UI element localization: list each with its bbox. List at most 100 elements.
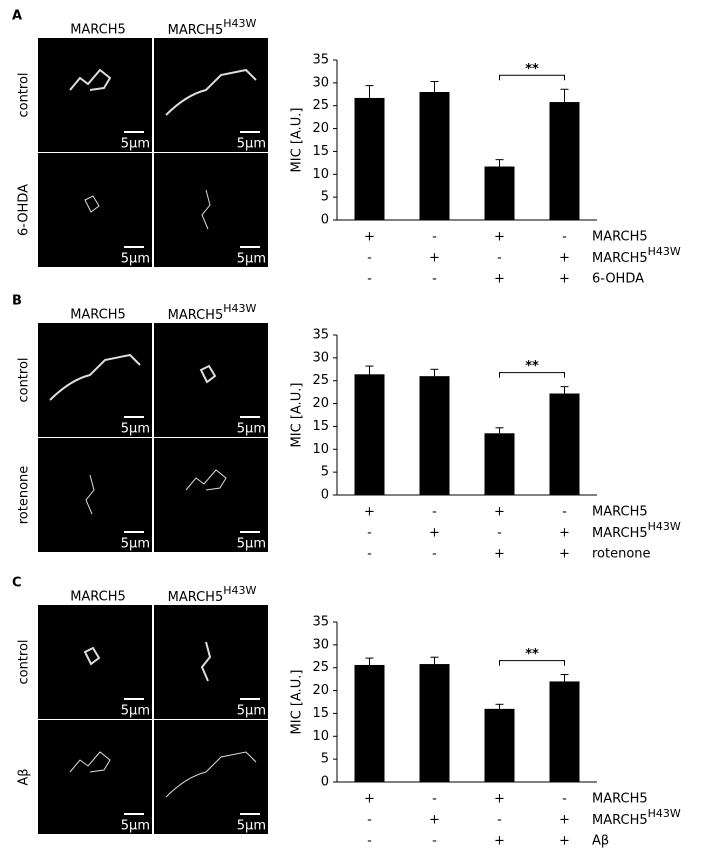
condition-sign: +: [494, 505, 505, 520]
micrograph: [154, 438, 268, 552]
condition-label: MARCH5: [592, 505, 648, 520]
y-tick-label: 0: [321, 213, 329, 228]
mitochondria: [201, 189, 211, 230]
mitochondria: [84, 195, 100, 213]
column-label-base: MARCH5: [168, 23, 224, 38]
condition-sign: -: [432, 230, 437, 245]
condition-sign: +: [559, 272, 570, 287]
condition-label-base: MARCH5: [592, 251, 648, 266]
condition-sign: -: [432, 547, 437, 562]
condition-sign: -: [497, 526, 502, 541]
scale-bar-label: 5μm: [237, 537, 266, 552]
scale-bar-label: 5μm: [237, 252, 266, 267]
bar: [419, 664, 450, 782]
micrograph: [38, 38, 152, 152]
y-tick-label: 5: [321, 190, 329, 205]
bar: [484, 166, 515, 220]
condition-sign: -: [367, 526, 372, 541]
condition-sign: -: [562, 792, 567, 807]
mitochondria: [200, 641, 212, 682]
condition-label: MARCH5H43W: [592, 245, 681, 266]
y-tick-label: 5: [321, 465, 329, 480]
scale-bar-label: 5μm: [121, 537, 150, 552]
condition-label: Aβ: [592, 834, 609, 849]
scale-bar-label: 5μm: [121, 819, 150, 834]
significance-bracket: [499, 372, 565, 378]
y-tick-label: 30: [312, 350, 329, 365]
condition-label: 6-OHDA: [592, 272, 644, 287]
y-tick-label: 20: [312, 396, 329, 411]
condition-sign: +: [429, 251, 440, 266]
micrograph: [154, 38, 268, 152]
condition-sign: +: [559, 251, 570, 266]
condition-sign: -: [562, 230, 567, 245]
micrograph: [38, 438, 152, 552]
bar: [354, 664, 385, 782]
y-tick-label: 30: [312, 75, 329, 90]
condition-sign: +: [559, 547, 570, 562]
scale-bar-label: 5μm: [121, 422, 150, 437]
scale-bar-label: 5μm: [237, 137, 266, 152]
condition-sign: -: [497, 813, 502, 828]
column-label-sup: H43W: [223, 302, 256, 315]
condition-label-sup: H43W: [648, 520, 681, 533]
condition-sign: +: [559, 526, 570, 541]
row-label: control: [17, 639, 32, 684]
panel-letter: C: [12, 576, 22, 591]
condition-sign: -: [432, 272, 437, 287]
condition-sign: +: [494, 230, 505, 245]
condition-sign: -: [497, 251, 502, 266]
condition-sign: -: [367, 813, 372, 828]
condition-sign: +: [364, 230, 375, 245]
column-label: MARCH5H43W: [168, 302, 257, 323]
y-tick-label: 0: [321, 488, 329, 503]
bar: [549, 102, 580, 220]
significance-bracket: [499, 74, 565, 81]
y-tick-label: 0: [321, 775, 329, 790]
condition-sign: +: [559, 834, 570, 849]
bar: [354, 374, 385, 495]
column-label-sup: H43W: [223, 17, 256, 30]
y-tick-label: 35: [312, 328, 329, 343]
mitochondria: [49, 353, 141, 401]
row-label: 6-OHDA: [17, 184, 32, 236]
panel-letter: A: [12, 9, 22, 24]
bar: [354, 97, 385, 220]
condition-label-sup: H43W: [648, 807, 681, 820]
condition-sign: -: [432, 834, 437, 849]
column-label-base: MARCH5: [168, 308, 224, 323]
y-axis-label: MIC [A.U.]: [290, 108, 305, 173]
mitochondria: [199, 364, 217, 384]
y-tick-label: 30: [312, 637, 329, 652]
scale-bar-label: 5μm: [237, 704, 266, 719]
micrograph: [154, 720, 268, 834]
column-label: MARCH5: [70, 308, 126, 323]
y-tick-label: 15: [312, 706, 329, 721]
micrograph: [38, 323, 152, 437]
condition-sign: +: [494, 547, 505, 562]
mitochondria: [69, 751, 111, 773]
bar: [484, 433, 515, 495]
mitochondria: [69, 68, 112, 91]
y-tick-label: 10: [312, 442, 329, 457]
scale-bar-label: 5μm: [121, 704, 150, 719]
significance-label: **: [525, 647, 539, 662]
column-label: MARCH5: [70, 590, 126, 605]
significance-bracket: [499, 660, 565, 666]
condition-sign: -: [432, 792, 437, 807]
condition-label: MARCH5H43W: [592, 520, 681, 541]
condition-sign: +: [364, 792, 375, 807]
mitochondria: [185, 469, 227, 491]
scale-bar-label: 5μm: [237, 819, 266, 834]
bar: [419, 376, 450, 495]
condition-sign: -: [562, 505, 567, 520]
scale-bar-label: 5μm: [121, 137, 150, 152]
condition-label-sup: H43W: [648, 245, 681, 258]
micrograph: [154, 153, 268, 267]
condition-sign: -: [367, 547, 372, 562]
row-label: rotenone: [17, 466, 32, 525]
condition-sign: -: [432, 505, 437, 520]
scale-bar-label: 5μm: [237, 422, 266, 437]
micrograph: [38, 153, 152, 267]
